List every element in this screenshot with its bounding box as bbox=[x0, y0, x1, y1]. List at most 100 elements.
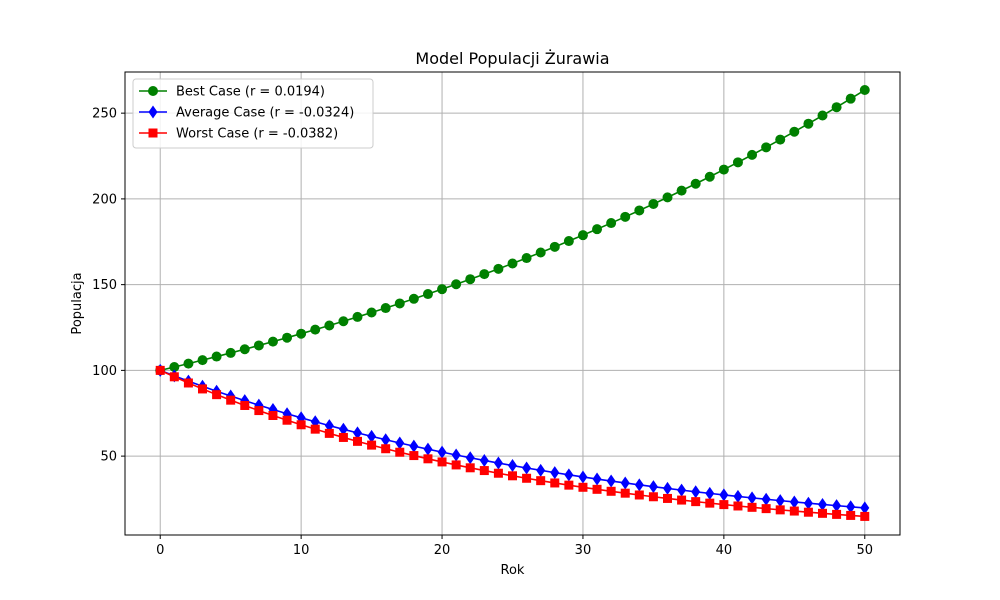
data-point bbox=[353, 426, 362, 440]
data-point bbox=[479, 466, 489, 476]
data-point bbox=[169, 372, 179, 382]
data-point bbox=[563, 236, 574, 247]
data-point bbox=[578, 482, 588, 492]
data-point bbox=[831, 102, 842, 113]
data-point bbox=[367, 440, 377, 450]
data-point bbox=[719, 488, 729, 502]
data-point bbox=[592, 224, 603, 235]
data-point bbox=[663, 493, 672, 503]
data-point bbox=[451, 460, 461, 470]
data-point bbox=[803, 496, 813, 510]
data-point bbox=[648, 480, 658, 494]
data-point bbox=[282, 415, 292, 425]
data-point bbox=[493, 468, 503, 478]
data-point bbox=[860, 511, 870, 521]
data-point bbox=[733, 489, 743, 503]
data-point bbox=[395, 447, 405, 457]
data-point bbox=[437, 457, 447, 467]
data-point bbox=[366, 307, 377, 318]
data-point bbox=[310, 324, 321, 335]
data-point bbox=[846, 510, 856, 520]
legend-label: Best Case (r = 0.0194) bbox=[176, 85, 325, 100]
data-point bbox=[409, 451, 419, 461]
data-point bbox=[677, 495, 687, 505]
data-point bbox=[338, 316, 349, 327]
data-point bbox=[564, 480, 574, 490]
data-point bbox=[437, 284, 448, 295]
data-point bbox=[394, 298, 405, 309]
legend-marker bbox=[148, 105, 158, 119]
data-point bbox=[267, 336, 278, 347]
data-point bbox=[296, 328, 307, 339]
data-point bbox=[338, 432, 348, 442]
data-point bbox=[479, 269, 490, 280]
data-point bbox=[508, 459, 517, 473]
data-point bbox=[818, 508, 827, 518]
data-point bbox=[324, 428, 334, 438]
data-point bbox=[451, 448, 461, 462]
data-point bbox=[818, 497, 827, 511]
data-point bbox=[367, 429, 377, 443]
legend-marker bbox=[148, 128, 158, 138]
series-2 bbox=[155, 365, 870, 521]
data-point bbox=[761, 504, 771, 514]
plot-frame bbox=[124, 71, 901, 536]
data-point bbox=[832, 499, 842, 513]
y-tick-label: 100 bbox=[92, 364, 117, 379]
legend-item: Average Case (r = -0.0324) bbox=[139, 105, 354, 121]
data-point bbox=[409, 439, 419, 453]
data-point bbox=[846, 500, 856, 514]
plot-area-background bbox=[125, 72, 900, 535]
data-point bbox=[705, 498, 715, 508]
data-point bbox=[493, 263, 504, 274]
data-point bbox=[775, 134, 786, 145]
x-tick-label: 40 bbox=[716, 543, 733, 558]
data-point bbox=[662, 192, 673, 203]
data-point bbox=[155, 365, 165, 375]
data-point bbox=[718, 164, 729, 175]
data-point bbox=[620, 211, 631, 222]
data-point bbox=[690, 178, 701, 189]
data-point bbox=[465, 451, 475, 465]
data-point bbox=[733, 501, 743, 511]
data-point bbox=[423, 454, 433, 464]
data-point bbox=[803, 118, 814, 129]
data-point bbox=[677, 483, 687, 497]
data-point bbox=[282, 332, 293, 343]
data-point bbox=[254, 406, 264, 416]
data-point bbox=[676, 185, 687, 196]
data-point bbox=[634, 490, 644, 500]
y-axis-label: Populacja bbox=[70, 272, 85, 334]
data-point bbox=[536, 463, 546, 477]
data-point bbox=[747, 491, 757, 505]
y-tick-label: 250 bbox=[92, 107, 117, 122]
data-point bbox=[817, 110, 828, 121]
legend-label: Worst Case (r = -0.0382) bbox=[176, 127, 338, 142]
data-point bbox=[606, 218, 617, 229]
y-tick-label: 150 bbox=[92, 278, 117, 293]
data-point bbox=[253, 340, 264, 351]
data-point bbox=[691, 497, 701, 507]
data-point bbox=[212, 390, 222, 400]
data-point bbox=[211, 351, 222, 362]
data-point bbox=[169, 362, 180, 373]
data-point bbox=[747, 149, 758, 160]
data-point bbox=[663, 481, 672, 495]
data-point bbox=[606, 486, 616, 496]
data-point bbox=[577, 230, 588, 241]
data-point bbox=[240, 400, 250, 410]
data-point bbox=[592, 484, 602, 494]
y-tick-label: 200 bbox=[92, 192, 117, 207]
data-point bbox=[550, 478, 560, 488]
data-point bbox=[535, 247, 546, 258]
data-point bbox=[183, 378, 193, 388]
data-point bbox=[634, 478, 644, 492]
data-point bbox=[310, 424, 320, 434]
data-point bbox=[578, 470, 588, 484]
data-point bbox=[268, 410, 278, 420]
y-tick-label: 50 bbox=[100, 450, 117, 465]
data-point bbox=[634, 205, 645, 216]
data-point bbox=[239, 344, 250, 355]
data-point bbox=[451, 279, 462, 290]
